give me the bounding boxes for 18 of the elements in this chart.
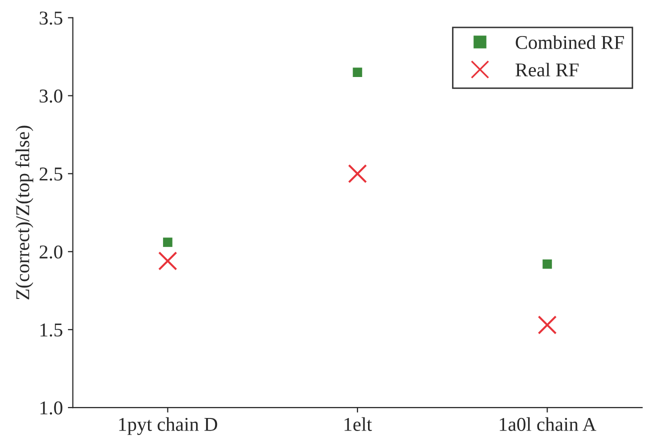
y-axis-title: Z(correct)/Z(top false) (15, 126, 34, 300)
point (348, 164, 367, 184)
y-tick-label: 3.0 (40, 90, 62, 103)
legend-label: Combined RF (516, 35, 624, 50)
y-tick-label: 3.5 (40, 12, 62, 25)
point (163, 238, 172, 247)
x-tick-label: 1elt (344, 417, 372, 431)
point (542, 259, 552, 269)
x-tick-label: 1pyt chain D (119, 417, 218, 435)
y-tick-label: 2.0 (40, 245, 62, 259)
y-tick-label: 2.5 (40, 168, 62, 181)
y-tick-label: 1.5 (40, 324, 62, 337)
point (352, 68, 362, 77)
x-tick-label: 1a0l chain A (500, 417, 596, 431)
point (158, 252, 178, 270)
y-tick-label: 1.0 (40, 401, 62, 415)
legend-label: Real RF (516, 62, 579, 76)
point (538, 315, 557, 334)
